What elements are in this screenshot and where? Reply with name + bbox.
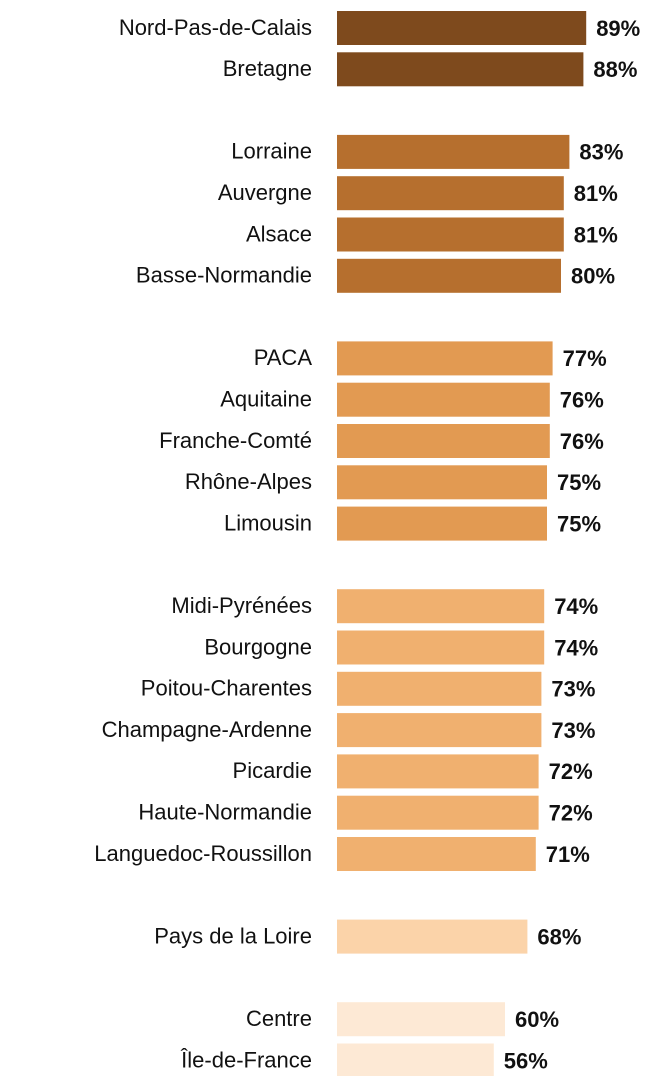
category-label: Lorraine xyxy=(231,139,312,164)
value-label: 60% xyxy=(515,1007,559,1032)
value-label: 68% xyxy=(537,924,581,949)
category-label: Auvergne xyxy=(218,180,312,205)
bar xyxy=(337,506,547,541)
bar xyxy=(337,671,542,706)
bar xyxy=(337,1043,494,1076)
value-label: 80% xyxy=(571,264,615,289)
category-label: Nord-Pas-de-Calais xyxy=(119,15,312,40)
value-label: 74% xyxy=(554,594,598,619)
bar xyxy=(337,52,584,87)
value-label: 71% xyxy=(546,842,590,867)
bar xyxy=(337,589,545,624)
category-label: Bretagne xyxy=(223,56,312,81)
category-label: Pays de la Loire xyxy=(154,923,312,948)
bar xyxy=(337,713,542,748)
category-label: Alsace xyxy=(246,221,312,246)
category-label: Limousin xyxy=(224,510,312,535)
bar xyxy=(337,382,550,417)
value-label: 73% xyxy=(551,677,595,702)
category-label: Centre xyxy=(246,1006,312,1031)
value-label: 81% xyxy=(574,222,618,247)
bar xyxy=(337,795,539,830)
value-label: 56% xyxy=(504,1048,548,1073)
value-label: 72% xyxy=(549,801,593,826)
bar xyxy=(337,134,570,169)
bar xyxy=(337,258,561,293)
bar xyxy=(337,465,547,500)
value-label: 72% xyxy=(549,759,593,784)
bar xyxy=(337,11,587,45)
value-label: 76% xyxy=(560,388,604,413)
value-label: 77% xyxy=(563,346,607,371)
category-label: Champagne-Ardenne xyxy=(102,717,312,742)
value-label: 83% xyxy=(579,140,623,165)
bar xyxy=(337,176,564,211)
bar xyxy=(337,754,539,789)
category-label: Franche-Comté xyxy=(159,428,312,453)
category-label: Basse-Normandie xyxy=(136,263,312,288)
category-label: Languedoc-Roussillon xyxy=(94,841,312,866)
value-label: 81% xyxy=(574,181,618,206)
value-label: 75% xyxy=(557,511,601,536)
value-label: 73% xyxy=(551,718,595,743)
value-label: 89% xyxy=(596,16,640,41)
category-label: Île-de-France xyxy=(180,1047,312,1072)
category-label: Haute-Normandie xyxy=(138,800,312,825)
bar xyxy=(337,341,553,376)
bar xyxy=(337,837,536,871)
category-label: Midi-Pyrénées xyxy=(171,593,312,618)
category-label: Picardie xyxy=(233,758,312,783)
bar xyxy=(337,424,550,458)
category-label: PACA xyxy=(254,345,313,370)
value-label: 75% xyxy=(557,470,601,495)
value-label: 76% xyxy=(560,429,604,454)
bar xyxy=(337,630,545,665)
bar xyxy=(337,217,564,252)
value-label: 74% xyxy=(554,635,598,660)
category-label: Bourgogne xyxy=(204,634,312,659)
bar xyxy=(337,1002,505,1037)
category-label: Aquitaine xyxy=(220,387,312,412)
bar xyxy=(337,919,528,954)
category-label: Poitou-Charentes xyxy=(141,676,312,701)
value-label: 88% xyxy=(593,57,637,82)
category-label: Rhône-Alpes xyxy=(185,469,312,494)
